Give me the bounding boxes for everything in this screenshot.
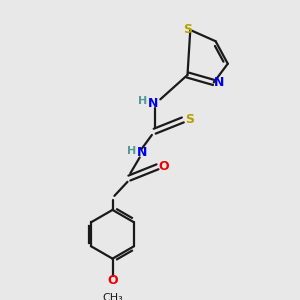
Text: H: H xyxy=(138,96,147,106)
Text: N: N xyxy=(148,97,158,110)
Text: N: N xyxy=(136,146,147,159)
Text: O: O xyxy=(159,160,170,173)
Text: CH₃: CH₃ xyxy=(102,293,123,300)
Text: O: O xyxy=(107,274,118,287)
Text: H: H xyxy=(127,146,136,156)
Text: N: N xyxy=(214,76,224,89)
Text: S: S xyxy=(185,113,194,127)
Text: S: S xyxy=(183,22,192,36)
